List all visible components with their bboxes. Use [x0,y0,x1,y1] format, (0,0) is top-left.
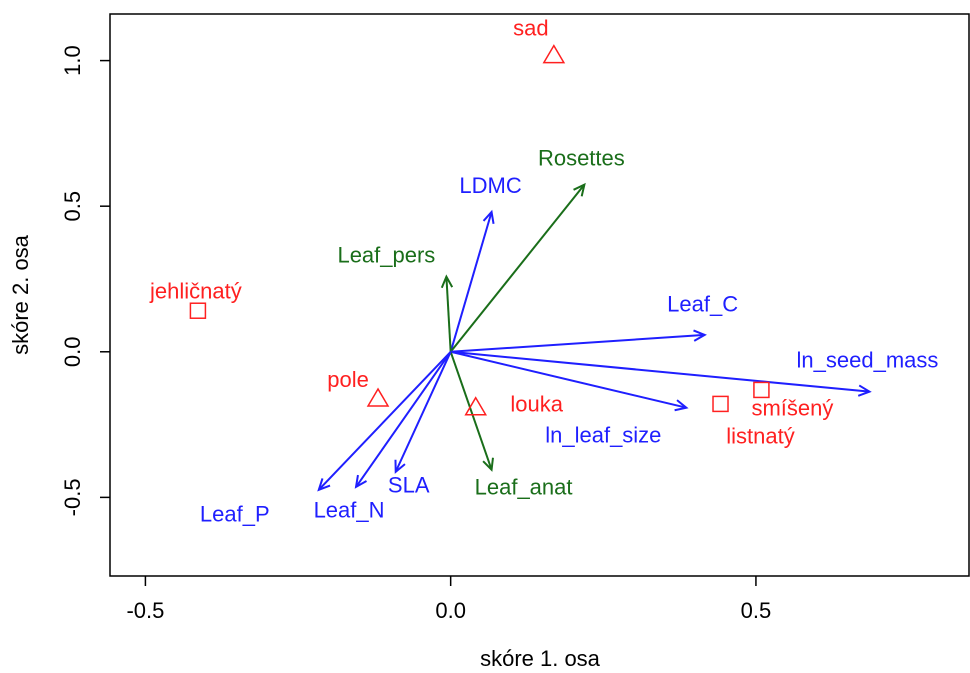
x-axis-label: skóre 1. osa [480,646,601,671]
arrow [450,333,705,353]
arrow [394,351,452,473]
x-tick-label: -0.5 [126,598,164,623]
y-tick-label: 0.0 [60,336,85,367]
arrow [355,351,452,488]
point-triangle [366,387,390,407]
point-label: sad [513,15,548,40]
arrow-label: SLA [388,473,430,498]
point-label: pole [327,367,369,392]
arrow-head [317,478,331,492]
x-tick-label: 0.0 [435,598,466,623]
arrow [450,350,870,393]
point-label: louka [510,392,563,417]
arrow-head [573,182,586,197]
arrow-head [857,384,872,397]
arrow-label: Leaf_N [314,498,385,523]
arrow-label: Leaf_C [667,292,738,317]
arrow-label: LDMC [459,173,521,198]
arrow-head [693,329,707,342]
point-label: smíšený [751,396,833,421]
y-tick-label: 1.0 [60,45,85,76]
point-square [712,395,729,413]
plot-frame [109,13,970,577]
arrow [449,184,586,353]
y-tick-label: 0.5 [60,191,85,222]
arrow-label: Leaf_pers [337,242,435,267]
arrow-label: Leaf_P [200,502,270,527]
arrow-label: ln_seed_mass [797,347,939,372]
arrow-head [354,474,368,489]
arrow [449,351,493,471]
arrow [449,211,493,353]
point-triangle [464,396,488,416]
arrow-head [482,209,495,225]
point-label: jehličnatý [149,279,242,304]
arrow-label: Leaf_anat [475,475,573,500]
arrow [450,350,687,409]
y-tick-label: -0.5 [60,478,85,516]
x-tick-label: 0.5 [741,598,772,623]
point-square [189,302,207,319]
arrow-label: ln_leaf_size [545,423,661,448]
arrow [445,276,452,352]
point-square [753,381,770,399]
point-label: listnatý [726,424,794,449]
arrow-label: Rosettes [538,145,625,170]
arrow [318,351,452,491]
point-triangle [542,44,566,64]
arrow-head [674,399,689,412]
arrow-head [394,459,406,474]
arrow-head [482,457,494,472]
arrow-head [440,274,454,289]
y-axis-label: skóre 2. osa [8,234,33,355]
